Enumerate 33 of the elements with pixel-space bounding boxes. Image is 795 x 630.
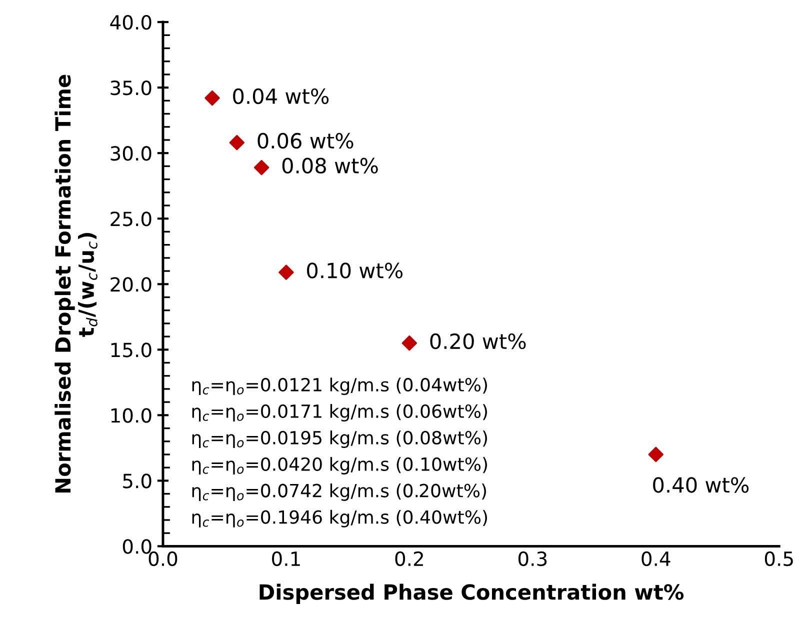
annotation: 0.10 wt% <box>307 262 403 278</box>
x-tick-label: 0.5 <box>764 551 793 566</box>
point <box>648 446 664 462</box>
x-axis-title: Dispersed Phase Concentration wt% <box>260 584 684 604</box>
point <box>402 335 418 351</box>
x-tick-label: 0.3 <box>518 551 547 566</box>
x-tick-label: 0.4 <box>642 551 670 566</box>
y-axis-title: Normalised Droplet Formation Time t$_{d}$/(w$_{c}$/u$_{c}$) <box>54 74 98 492</box>
y-tick-label: 40.0 <box>110 15 152 30</box>
point <box>204 90 220 106</box>
point <box>254 160 270 176</box>
annotation: η$_{c}$=η$_{o}$=0.0742 kg/m.s (0.20wt%) <box>192 483 486 501</box>
y-tick-label: 15.0 <box>111 342 152 358</box>
annotation: 0.20 wt% <box>430 333 526 350</box>
x-tick-label: 0.2 <box>395 551 423 566</box>
y-tick-label: 25.0 <box>110 212 152 226</box>
annotation: 0.08 wt% <box>282 158 378 174</box>
annotation: 0.06 wt% <box>258 132 354 149</box>
y-tick-label: 35.0 <box>110 80 152 96</box>
y-tick-label: 5.0 <box>123 474 152 488</box>
y-tick-label: 20.0 <box>110 277 152 292</box>
annotation: η$_{c}$=η$_{o}$=0.1946 kg/m.s (0.40wt%) <box>192 510 487 528</box>
y-tick-label: 10.0 <box>111 408 152 423</box>
annotation: 0.04 wt% <box>233 88 329 104</box>
point <box>229 134 245 150</box>
annotation: 0.40 wt% <box>653 477 749 493</box>
annotation: η$_{c}$=η$_{o}$=0.0195 kg/m.s (0.08wt%) <box>192 430 487 448</box>
point <box>278 264 294 280</box>
annotation: η$_{c}$=η$_{o}$=0.0121 kg/m.s (0.04wt%) <box>192 378 487 396</box>
y-tick-label: 30.0 <box>110 146 152 161</box>
annotation: η$_{c}$=η$_{o}$=0.0171 kg/m.s (0.06wt%) <box>192 404 487 422</box>
x-tick-label: 0.1 <box>272 551 300 566</box>
annotation: η$_{c}$=η$_{o}$=0.0420 kg/m.s (0.10wt%) <box>192 456 487 474</box>
